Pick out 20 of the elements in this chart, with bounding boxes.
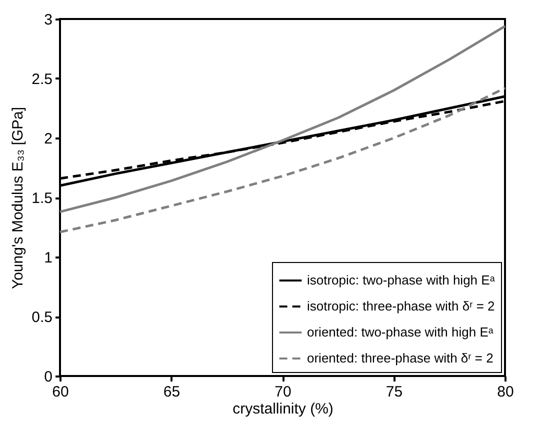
legend-label: oriented: three-phase with δʳ = 2	[307, 350, 494, 366]
y-tick-label: 1.5	[32, 190, 52, 207]
legend-label: isotropic: three-phase with δʳ = 2	[307, 298, 495, 314]
x-tick-label: 70	[274, 384, 292, 400]
y-tick-label: 0.5	[32, 309, 52, 326]
x-tick-label: 60	[52, 384, 69, 400]
y-axis-title: Young's Modulus E₃₃ [GPa]	[10, 106, 27, 290]
y-tick-label: 0	[44, 368, 52, 386]
line-series	[58, 86, 506, 234]
x-tick-label: 80	[497, 384, 514, 400]
line-series	[58, 24, 506, 214]
y-tick-label: 2.5	[32, 71, 52, 88]
legend-label: isotropic: two-phase with high Eᵃ	[307, 272, 495, 288]
x-axis-title: crystallinity (%)	[232, 400, 334, 418]
x-tick-label: 75	[386, 384, 403, 400]
x-tick-label: 65	[163, 384, 180, 400]
y-tick-label: 3	[44, 12, 52, 28]
y-tick-label: 2	[44, 130, 52, 148]
y-tick-label: 1	[44, 250, 52, 266]
legend-label: oriented: two-phase with high Eᵃ	[307, 324, 494, 340]
